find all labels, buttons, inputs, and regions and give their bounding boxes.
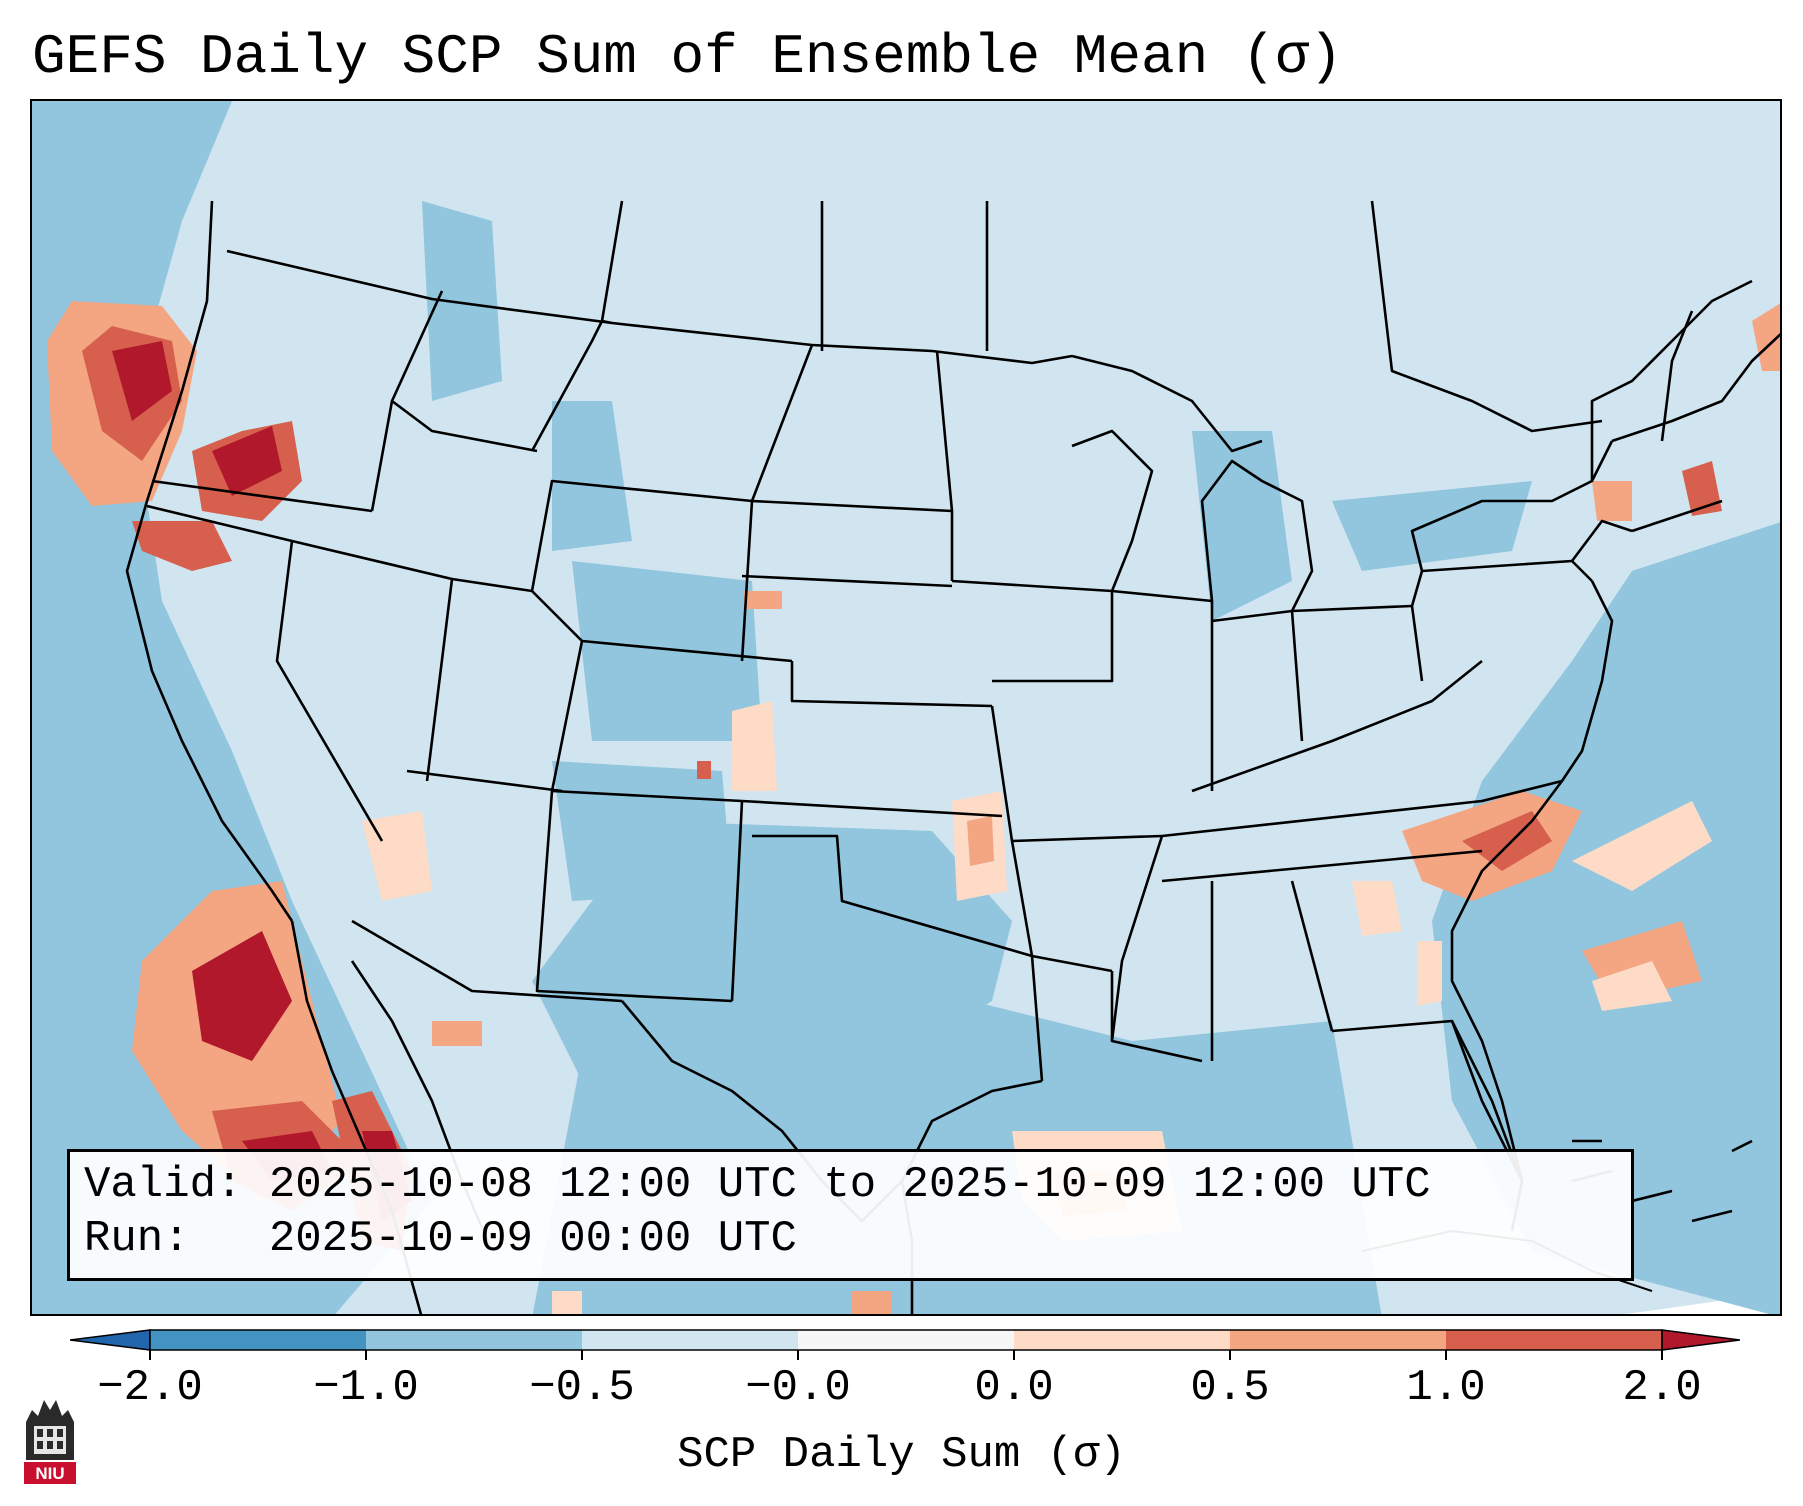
idaho-field xyxy=(422,201,502,401)
colorbar-tick-label: −0.0 xyxy=(745,1363,851,1413)
validity-info-box: Valid: 2025-10-08 12:00 UTC to 2025-10-0… xyxy=(67,1149,1634,1281)
scp-field xyxy=(32,101,1780,1314)
run-time-text: Run: 2025-10-09 00:00 UTC xyxy=(84,1214,797,1264)
colorbar-bin xyxy=(1014,1330,1230,1350)
colorbar-tick-label: −1.0 xyxy=(313,1363,419,1413)
colorbar-bin xyxy=(798,1330,1014,1350)
colorbar-tick-label: 1.0 xyxy=(1406,1363,1486,1413)
colorbar-label: SCP Daily Sum (σ) xyxy=(677,1430,1126,1480)
colorbar-bin xyxy=(1446,1330,1662,1350)
colorbar-bin xyxy=(150,1330,366,1350)
projection-domain xyxy=(32,101,1780,1314)
colorado-field xyxy=(572,561,762,741)
colorbar xyxy=(70,1329,1740,1360)
colorbar-bin xyxy=(366,1330,582,1350)
colorbar-tick-label: 0.5 xyxy=(1190,1363,1270,1413)
colorbar-frame xyxy=(149,1329,1663,1351)
wyoming-field xyxy=(552,401,632,551)
texas-field xyxy=(532,821,1012,1151)
valid-time-text: Valid: 2025-10-08 12:00 UTC to 2025-10-0… xyxy=(84,1160,1431,1210)
atlantic-ocean-field xyxy=(1432,522,1780,1314)
colorbar-bin xyxy=(1230,1330,1446,1350)
niu-logo-icon: NIU xyxy=(24,1400,76,1484)
ontario-field xyxy=(1332,481,1532,571)
chart-title: GEFS Daily SCP Sum of Ensemble Mean (σ) xyxy=(32,25,1343,89)
greatlakes-field xyxy=(1192,431,1292,621)
colorbar-tick-label: 0.0 xyxy=(974,1363,1054,1413)
map-canvas xyxy=(32,101,1780,1314)
colorbar-extend-high xyxy=(1661,1329,1740,1351)
political-boundaries xyxy=(125,200,1780,1314)
colorbar-extend-low xyxy=(70,1329,151,1351)
logo-text: NIU xyxy=(35,1464,64,1483)
colorbar-tick-label: −0.5 xyxy=(529,1363,635,1413)
colorbar-bin xyxy=(582,1330,798,1350)
colorbar-tick-label: −2.0 xyxy=(97,1363,203,1413)
map-panel xyxy=(30,99,1782,1316)
colorbar-tick-label: 2.0 xyxy=(1622,1363,1702,1413)
positive-anomalies xyxy=(47,301,1780,1314)
nm-field xyxy=(552,761,732,901)
